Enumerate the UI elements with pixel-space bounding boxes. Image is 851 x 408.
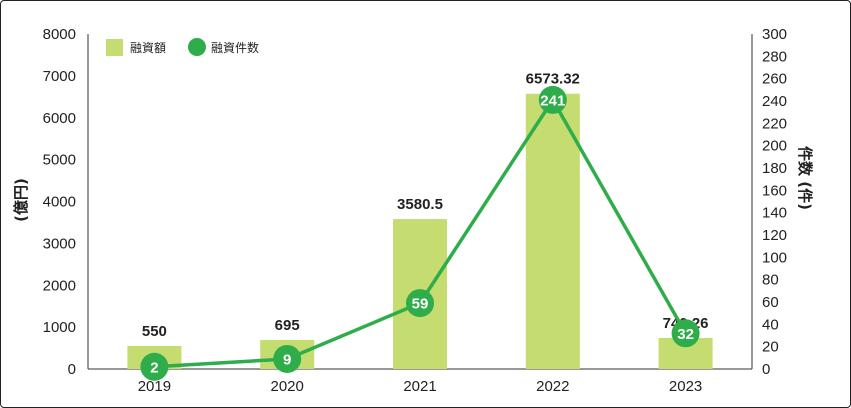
x-tick-label: 2019 xyxy=(138,378,171,395)
y-right-tick-label: 120 xyxy=(762,227,787,244)
y-left-tick-label: 7000 xyxy=(43,68,76,85)
y-right-tick-label: 40 xyxy=(762,316,779,333)
y-right-tick-label: 240 xyxy=(762,93,787,110)
y-right-tick-label: 60 xyxy=(762,294,779,311)
y-right-tick-label: 280 xyxy=(762,48,787,65)
x-tick-label: 2021 xyxy=(403,378,436,395)
y-left-tick-label: 6000 xyxy=(43,110,76,127)
legend-bar-swatch xyxy=(106,39,123,56)
y-right-tick-label: 140 xyxy=(762,205,787,222)
y-right-tick-label: 300 xyxy=(762,26,787,43)
y-right-tick-label: 0 xyxy=(762,361,770,378)
bar-data-label: 550 xyxy=(142,323,167,340)
y-right-tick-label: 100 xyxy=(762,249,787,266)
count-point-label: 241 xyxy=(540,92,565,109)
y-left-tick-label: 3000 xyxy=(43,235,76,252)
bar-data-label: 6573.32 xyxy=(526,71,580,88)
y-right-tick-label: 160 xyxy=(762,182,787,199)
y-left-tick-label: 2000 xyxy=(43,277,76,294)
x-tick-label: 2020 xyxy=(271,378,304,395)
legend-bar-label: 融資額 xyxy=(130,41,166,55)
y-right-tick-label: 260 xyxy=(762,71,787,88)
count-point-label: 59 xyxy=(412,296,429,313)
y-right-tick-label: 180 xyxy=(762,160,787,177)
bar xyxy=(525,93,580,370)
legend: 融資額 融資件数 xyxy=(106,38,259,56)
y-left-tick-label: 5000 xyxy=(43,152,76,169)
count-point-label: 9 xyxy=(283,351,291,368)
bar-data-label: 695 xyxy=(275,317,300,334)
y-right-tick-label: 220 xyxy=(762,115,787,132)
y-left-tick-label: 4000 xyxy=(43,194,76,211)
count-point xyxy=(273,344,302,373)
count-point xyxy=(671,319,700,348)
y-right-tick-label: 20 xyxy=(762,339,779,356)
count-point xyxy=(140,352,169,381)
y-left-tick-label: 1000 xyxy=(43,319,76,336)
count-point-label: 32 xyxy=(677,326,694,343)
y-right-tick-label: 80 xyxy=(762,272,779,289)
x-tick-label: 2023 xyxy=(669,378,702,395)
line-series: 2 9 59 241 32 xyxy=(140,85,700,381)
bar-data-label: 3580.5 xyxy=(397,196,443,213)
y-left-tick-label: 8000 xyxy=(43,26,76,43)
x-tick-label: 2022 xyxy=(536,378,569,395)
y-axis-left-title: (億円) xyxy=(12,178,30,222)
y-left-tick-label: 0 xyxy=(68,361,76,378)
legend-line-swatch xyxy=(188,38,206,56)
count-point xyxy=(538,85,567,114)
axes: 0 1000 2000 3000 4000 5000 6000 7000 8000 0 20 40 60… xyxy=(43,26,787,395)
count-point-label: 2 xyxy=(150,359,158,376)
y-axis-right-title: 件数 (件) xyxy=(796,146,814,210)
y-right-tick-label: 200 xyxy=(762,138,787,155)
legend-line-label: 融資件数 xyxy=(211,40,259,55)
count-point xyxy=(406,289,434,318)
